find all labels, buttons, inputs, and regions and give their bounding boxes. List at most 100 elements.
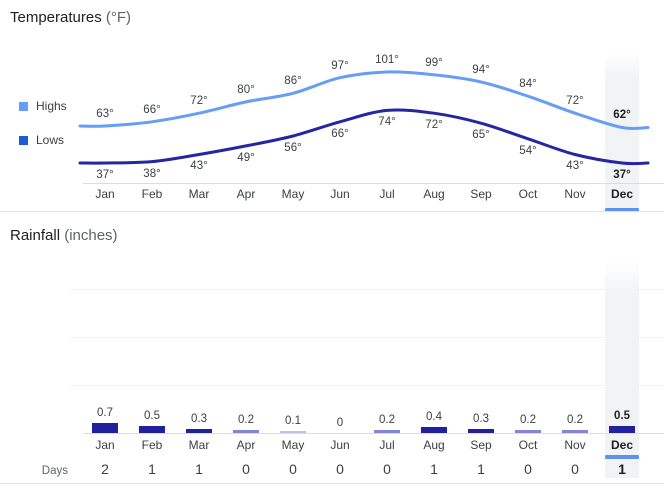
- rain-bar[interactable]: [421, 427, 447, 433]
- rain-gridline: [70, 337, 664, 338]
- temp-high-label: 101°: [375, 54, 399, 66]
- days-value: 0: [242, 461, 250, 477]
- days-value: 1: [195, 461, 203, 477]
- temp-month-label-may[interactable]: May: [281, 187, 305, 201]
- section-divider: [0, 211, 664, 212]
- temp-low-label: 49°: [237, 151, 255, 164]
- legend-highs: Highs: [19, 99, 67, 113]
- temp-month-label-aug[interactable]: Aug: [423, 187, 445, 201]
- rain-month-label-mar[interactable]: Mar: [188, 438, 210, 452]
- temperatures-unit: (°F): [105, 9, 132, 26]
- temp-high-label: 66°: [143, 103, 161, 116]
- rain-month-label-apr[interactable]: Apr: [236, 438, 256, 452]
- selected-month-underline-rain: [605, 455, 639, 459]
- temp-high-label: 94°: [472, 63, 490, 76]
- days-value: 2: [101, 461, 109, 477]
- rain-axis-line: [83, 433, 664, 434]
- days-value: 0: [289, 461, 297, 477]
- rain-bar[interactable]: [468, 429, 494, 433]
- temp-high-label: 86°: [284, 75, 302, 88]
- rain-bar[interactable]: [374, 430, 400, 433]
- legend-lows: Lows: [19, 133, 64, 147]
- temp-low-label: 66°: [331, 127, 349, 140]
- selected-month-band-rain[interactable]: [605, 260, 639, 478]
- rain-gridline: [70, 289, 664, 290]
- temp-high-label: 62°: [613, 109, 631, 122]
- rain-value-label: 0.2: [238, 414, 254, 426]
- temp-low-label: 65°: [472, 129, 490, 142]
- rain-month-label-oct[interactable]: Oct: [518, 438, 538, 452]
- days-value: 0: [524, 461, 532, 477]
- temp-low-label: 43°: [566, 160, 584, 173]
- temp-high-label: 80°: [237, 83, 255, 96]
- days-value: 0: [383, 461, 391, 477]
- rain-bar[interactable]: [139, 426, 165, 433]
- temp-high-label: 63°: [96, 108, 114, 121]
- rain-value-label: 0.3: [473, 413, 489, 425]
- legend-highs-label: Highs: [36, 99, 67, 113]
- temp-high-label: 72°: [566, 95, 584, 108]
- temp-month-label-apr[interactable]: Apr: [236, 187, 256, 201]
- temp-month-label-jul[interactable]: Jul: [379, 187, 395, 201]
- temp-low-label: 56°: [284, 141, 302, 154]
- rain-gridline: [70, 385, 664, 386]
- temp-high-label: 99°: [425, 56, 443, 69]
- rain-bar[interactable]: [92, 423, 118, 433]
- temp-month-label-mar[interactable]: Mar: [188, 187, 210, 201]
- rain-month-label-may[interactable]: May: [281, 438, 305, 452]
- rain-month-label-jan[interactable]: Jan: [95, 438, 115, 452]
- rain-value-label: 0.2: [379, 414, 395, 426]
- rain-month-label-aug[interactable]: Aug: [423, 438, 445, 452]
- selected-month-band-temp[interactable]: [605, 53, 639, 208]
- temperature-line-chart: [78, 70, 650, 166]
- rain-value-label: 0.4: [426, 411, 442, 423]
- rain-month-label-dec[interactable]: Dec: [610, 438, 634, 452]
- temp-low-label: 38°: [143, 167, 161, 180]
- temp-month-label-dec[interactable]: Dec: [610, 187, 634, 201]
- temp-low-label: 37°: [96, 169, 114, 181]
- temp-month-label-sep[interactable]: Sep: [470, 187, 492, 201]
- days-value: 0: [571, 461, 579, 477]
- temp-month-label-jun[interactable]: Jun: [330, 187, 350, 201]
- temperatures-title-text: Temperatures: [10, 9, 102, 26]
- temp-low-label: 72°: [425, 119, 443, 132]
- lows-swatch-icon: [19, 135, 28, 145]
- rain-month-label-jul[interactable]: Jul: [379, 438, 395, 452]
- temp-month-label-nov[interactable]: Nov: [564, 187, 586, 201]
- rain-month-label-nov[interactable]: Nov: [564, 438, 586, 452]
- days-value: 1: [618, 461, 626, 477]
- rain-value-label: 0.2: [567, 414, 583, 426]
- temp-high-label: 97°: [331, 59, 349, 72]
- temp-month-label-feb[interactable]: Feb: [141, 187, 163, 201]
- legend-lows-label: Lows: [36, 133, 65, 147]
- temp-low-label: 54°: [519, 144, 537, 157]
- rainfall-unit: (inches): [64, 227, 118, 244]
- rain-bar[interactable]: [186, 429, 212, 433]
- rain-value-label: 0.5: [614, 410, 630, 422]
- rain-bar[interactable]: [233, 430, 259, 433]
- rain-bar[interactable]: [562, 430, 588, 433]
- rain-month-label-sep[interactable]: Sep: [470, 438, 492, 452]
- days-value: 0: [336, 461, 344, 477]
- temperatures-title: Temperatures (°F): [10, 9, 131, 26]
- rain-value-label: 0.2: [520, 414, 536, 426]
- rain-value-label: 0: [336, 417, 344, 429]
- rain-month-label-feb[interactable]: Feb: [141, 438, 163, 452]
- temp-high-label: 84°: [519, 78, 537, 91]
- rain-value-label: 0.1: [285, 415, 301, 427]
- temp-axis-line: [83, 183, 664, 184]
- rain-bar[interactable]: [280, 431, 306, 433]
- selected-month-underline-temp: [605, 208, 639, 212]
- temp-month-label-oct[interactable]: Oct: [518, 187, 538, 201]
- temp-month-label-jan[interactable]: Jan: [95, 187, 115, 201]
- rain-bar[interactable]: [515, 430, 541, 433]
- temp-line: [78, 70, 650, 131]
- temp-line: [78, 108, 650, 166]
- rain-month-label-jun[interactable]: Jun: [330, 438, 350, 452]
- days-row-label: Days: [41, 465, 68, 477]
- temp-high-label: 72°: [190, 95, 208, 108]
- bottom-divider: [0, 483, 664, 484]
- rain-value-label: 0.7: [97, 407, 113, 419]
- rain-bar[interactable]: [609, 426, 635, 433]
- temp-low-label: 43°: [190, 160, 208, 173]
